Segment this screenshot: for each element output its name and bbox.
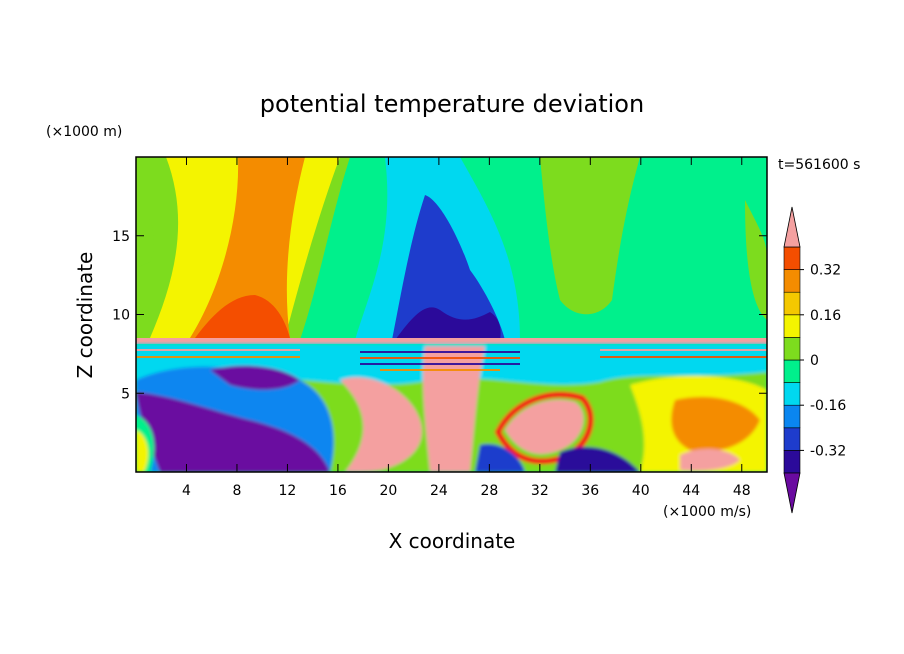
x-tick-label: 12 — [279, 483, 297, 499]
colorbar-tick-label: 0.32 — [810, 263, 841, 279]
chart-title: potential temperature deviation — [260, 90, 644, 118]
x-tick-label: 32 — [531, 483, 549, 499]
y-tick-label: 10 — [112, 308, 130, 324]
colorbar-tick-label: 0 — [810, 353, 819, 369]
green-patch-far-east — [745, 200, 767, 320]
colorbar-bin — [783, 269, 801, 293]
colorbar-bin — [783, 427, 801, 451]
y-tick-label: 5 — [121, 386, 130, 402]
x-tick-label: 16 — [329, 483, 347, 499]
lower-layer — [136, 344, 767, 472]
yellow-patch-west-low — [136, 430, 149, 472]
colorbar-bin — [783, 359, 801, 383]
colorbar-bin — [783, 404, 801, 429]
x-tick-label: 20 — [379, 483, 397, 499]
colorbar-extend-low — [783, 472, 801, 514]
x-tick-label: 36 — [581, 483, 599, 499]
x-unit-label: (×1000 m/s) — [663, 504, 751, 520]
x-tick-label: 4 — [182, 483, 191, 499]
x-tick-label: 44 — [682, 483, 700, 499]
time-label: t=561600 s — [778, 157, 860, 173]
colorbar-tick-label: 0.16 — [810, 308, 841, 324]
x-tick-label: 28 — [480, 483, 498, 499]
colorbar-bin — [783, 337, 801, 361]
x-tick-label: 24 — [430, 483, 448, 499]
contour-field — [136, 157, 767, 472]
orange-band — [190, 157, 305, 338]
plot-frame — [135, 156, 768, 473]
interface-line — [136, 338, 767, 344]
y-axis-label: Z coordinate — [73, 252, 97, 379]
x-tick-label: 40 — [632, 483, 650, 499]
orange-field-east — [671, 396, 760, 452]
colorbar-bin — [783, 450, 801, 474]
x-axis-label: X coordinate — [389, 529, 516, 553]
colorbar-bin — [783, 246, 801, 270]
blue-patch-south — [475, 444, 525, 472]
colorbar-bin — [783, 291, 801, 316]
red-orange-core — [195, 295, 290, 338]
y-unit-label: (×1000 m) — [46, 124, 122, 140]
x-tick-label: 8 — [232, 483, 241, 499]
colorbar-bin — [783, 382, 801, 406]
x-tick-label: 48 — [733, 483, 751, 499]
colorbar-tick-label: -0.32 — [810, 443, 846, 459]
wave-stripes — [136, 349, 767, 371]
purple-swirl-west — [136, 392, 330, 472]
colorbar-bin — [783, 314, 801, 338]
pink-column — [422, 346, 485, 472]
pink-swirl-center — [340, 377, 422, 472]
green-patch-west — [136, 200, 155, 268]
colorbar: 0.32 0.16 0 -0.16 -0.32 — [783, 206, 846, 514]
colorbar-tick-label: -0.16 — [810, 398, 846, 414]
y-axis: 5 10 15 — [112, 229, 767, 402]
x-axis: 4 8 12 16 20 24 28 32 36 40 44 48 — [182, 157, 751, 499]
navy-patch-south — [555, 446, 640, 472]
purple-swirl-upper — [210, 365, 300, 390]
red-ring-east — [494, 391, 594, 465]
blue-plume — [392, 195, 505, 340]
green-patch-east — [540, 157, 640, 315]
pink-patch-southeast — [680, 448, 740, 471]
navy-plume-base — [395, 307, 501, 340]
colorbar-extend-high — [783, 206, 801, 248]
y-tick-label: 15 — [112, 229, 130, 245]
pink-swirl-east — [505, 399, 584, 454]
upper-layer — [136, 157, 767, 344]
